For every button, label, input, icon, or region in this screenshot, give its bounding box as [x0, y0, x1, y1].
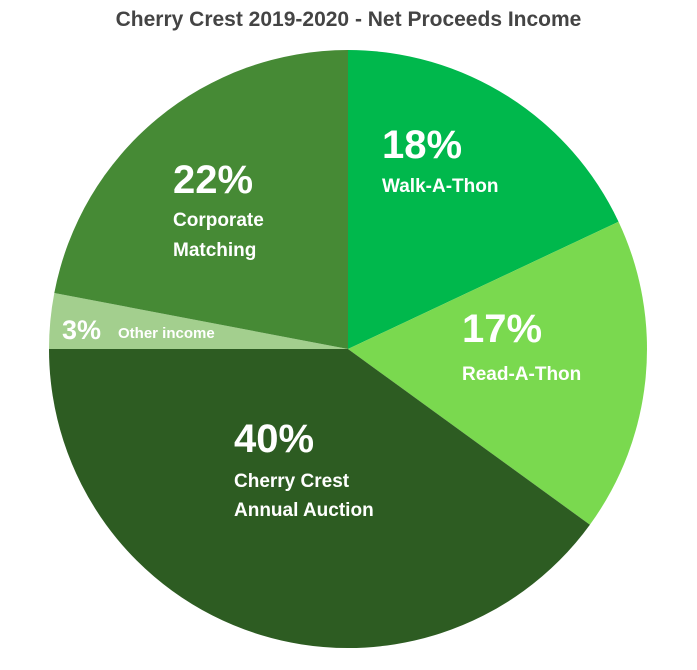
slice-category-label: Matching	[173, 240, 256, 261]
slice-category-label: Cherry Crest	[234, 471, 350, 492]
pie-slice	[49, 349, 590, 649]
slice-category-label: Corporate	[173, 210, 264, 231]
pie-slice	[348, 50, 619, 349]
slice-category-label: Read-A-Thon	[462, 364, 581, 385]
slice-category-label: Annual Auction	[234, 500, 374, 521]
slice-percent-label: 40%	[234, 417, 314, 461]
slice-category-label: Other income	[118, 325, 215, 342]
slice-percent-label: 3%	[62, 315, 101, 345]
chart-title: Cherry Crest 2019-2020 - Net Proceeds In…	[115, 8, 582, 31]
pie-slice	[54, 50, 349, 349]
pie-slice	[49, 292, 348, 349]
slice-percent-label: 17%	[462, 307, 542, 351]
pie-slice	[348, 221, 648, 525]
slice-percent-label: 22%	[173, 158, 253, 202]
slice-category-label: Walk-A-Thon	[382, 176, 498, 197]
slice-percent-label: 18%	[382, 123, 462, 167]
